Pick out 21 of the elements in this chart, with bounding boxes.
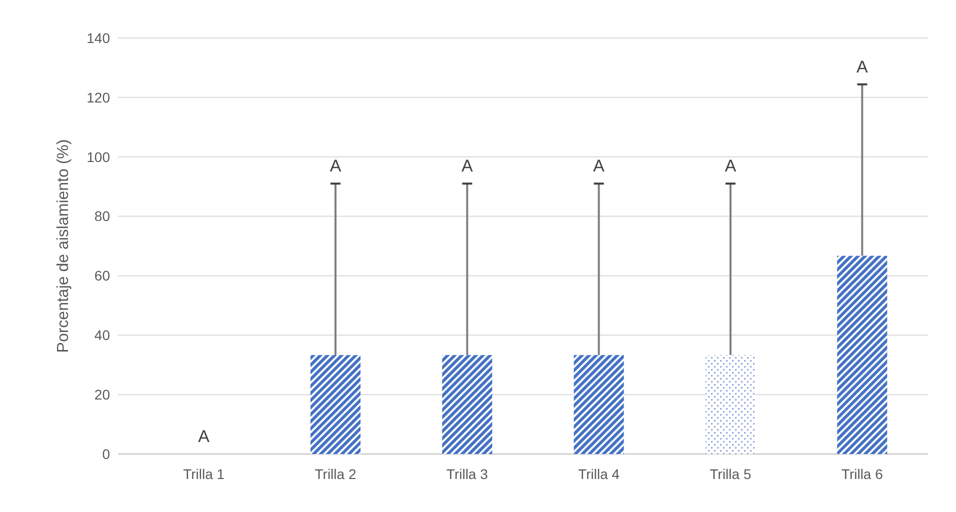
annotation: A (330, 156, 342, 176)
annotation: A (593, 156, 606, 176)
y-tick-label: 0 (102, 446, 110, 462)
annotation: A (856, 57, 868, 76)
annotation: A (198, 427, 210, 446)
x-tick-label: Trilla 6 (841, 466, 884, 482)
y-tick-label: 100 (86, 148, 110, 165)
annotation: A (461, 156, 474, 176)
x-tick-label: Trilla 2 (314, 466, 356, 482)
x-tick-label: Trilla 4 (578, 466, 620, 482)
y-tick-label: 60 (94, 268, 110, 284)
x-tick-label: Trilla 1 (183, 466, 225, 482)
annotation: A (724, 156, 737, 176)
y-tick-label: 20 (94, 386, 110, 402)
x-tick-label: Trilla 5 (710, 466, 752, 482)
y-tick-label: 40 (94, 327, 110, 344)
y-tick-label: 140 (86, 30, 110, 46)
y-tick-label: 120 (86, 89, 110, 106)
x-tick-label: Trilla 3 (446, 466, 488, 482)
y-tick-label: 80 (94, 208, 110, 224)
y-axis-title: Porcentaje de aislamiento (%) (55, 139, 72, 353)
